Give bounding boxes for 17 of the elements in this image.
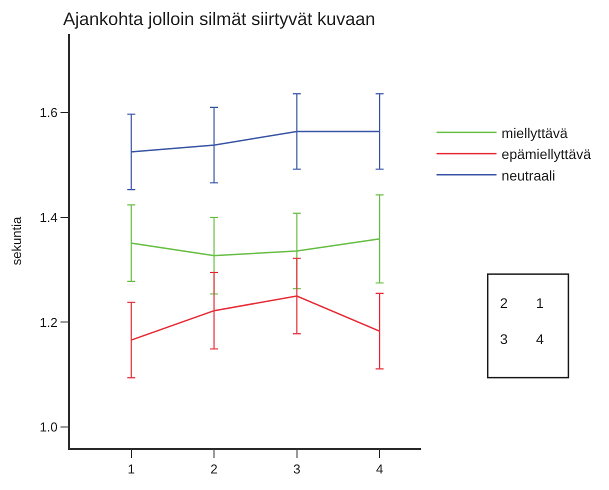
x-tick-label: 1	[128, 461, 135, 476]
text: 1	[536, 295, 544, 311]
legend-label: epämiellyttävä	[502, 146, 592, 162]
legend-label: miellyttävä	[502, 124, 568, 141]
x-tick-label: 3	[293, 461, 300, 476]
y-tick-label: 1.0	[40, 420, 58, 435]
y-axis-title: sekuntia	[9, 216, 24, 266]
legend-label: neutraali	[502, 167, 556, 184]
x-tick-label: 2	[210, 461, 218, 476]
text: 3	[500, 331, 508, 347]
text: 4	[536, 331, 544, 347]
text: 2	[500, 295, 508, 311]
y-tick-label: 1.2	[40, 314, 58, 330]
x-tick-label: 4	[376, 461, 384, 476]
y-tick-label: 1.6	[40, 105, 58, 120]
y-tick-label: 1.4	[40, 210, 58, 225]
chart-title: Ajankohta jolloin silmät siirtyvät kuvaan	[63, 8, 376, 29]
